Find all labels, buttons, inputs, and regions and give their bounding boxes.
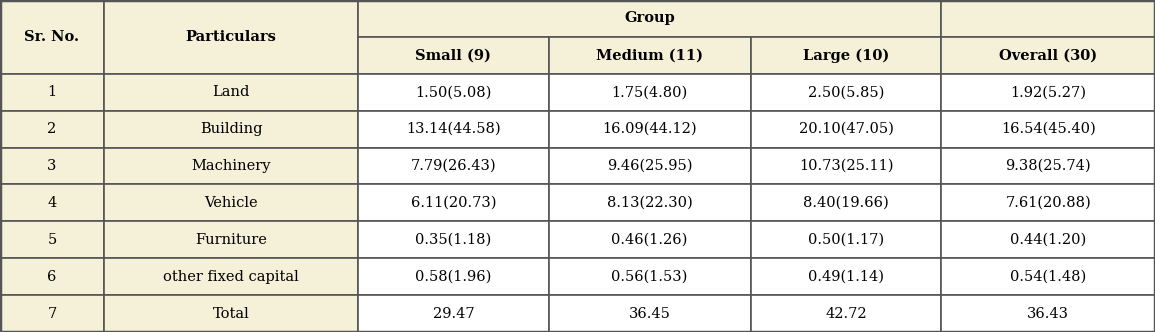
Bar (941, 111, 1155, 147)
Text: 0.58(1.96): 0.58(1.96) (415, 270, 492, 284)
Text: 16.09(44.12): 16.09(44.12) (603, 122, 696, 136)
Text: 1.92(5.27): 1.92(5.27) (1011, 85, 1086, 99)
Text: 7: 7 (47, 306, 57, 321)
Bar (751, 258, 941, 295)
Text: Overall (30): Overall (30) (999, 48, 1097, 62)
Text: 1: 1 (47, 85, 57, 99)
Text: 0.54(1.48): 0.54(1.48) (1009, 270, 1087, 284)
Bar (0, 147, 104, 185)
Text: 6: 6 (47, 270, 57, 284)
Bar (0, 0, 104, 74)
Text: 9.46(25.95): 9.46(25.95) (606, 159, 693, 173)
Text: Group: Group (625, 11, 675, 26)
Text: Vehicle: Vehicle (204, 196, 258, 210)
Text: 20.10(47.05): 20.10(47.05) (798, 122, 894, 136)
Bar (549, 74, 751, 111)
Text: 1.50(5.08): 1.50(5.08) (415, 85, 492, 99)
Bar (941, 185, 1155, 221)
Bar (941, 258, 1155, 295)
Text: Building: Building (200, 122, 262, 136)
Bar (0, 74, 104, 111)
Bar (751, 147, 941, 185)
Bar (358, 37, 549, 74)
Bar (549, 37, 751, 74)
Text: 7.61(20.88): 7.61(20.88) (1005, 196, 1091, 210)
Bar (0, 258, 104, 295)
Bar (358, 74, 549, 111)
Bar (549, 111, 751, 147)
Text: 0.49(1.14): 0.49(1.14) (808, 270, 884, 284)
Text: Machinery: Machinery (192, 159, 270, 173)
Text: Total: Total (213, 306, 249, 321)
Text: 9.38(25.74): 9.38(25.74) (1005, 159, 1091, 173)
Text: Medium (11): Medium (11) (596, 48, 703, 62)
Bar (751, 221, 941, 258)
Text: 13.14(44.58): 13.14(44.58) (407, 122, 500, 136)
Bar (549, 147, 751, 185)
Text: 0.56(1.53): 0.56(1.53) (611, 270, 688, 284)
Bar (941, 221, 1155, 258)
Text: 6.11(20.73): 6.11(20.73) (410, 196, 497, 210)
Bar (358, 221, 549, 258)
Text: 1.75(4.80): 1.75(4.80) (611, 85, 688, 99)
Text: 10.73(25.11): 10.73(25.11) (799, 159, 893, 173)
Text: 29.47: 29.47 (432, 306, 475, 321)
Bar (549, 185, 751, 221)
Bar (941, 37, 1155, 74)
Text: 0.35(1.18): 0.35(1.18) (415, 233, 492, 247)
Bar (104, 221, 358, 258)
Bar (358, 0, 941, 37)
Text: 0.46(1.26): 0.46(1.26) (611, 233, 688, 247)
Bar (751, 37, 941, 74)
Text: 8.40(19.66): 8.40(19.66) (803, 196, 889, 210)
Text: 16.54(45.40): 16.54(45.40) (1000, 122, 1096, 136)
Bar (751, 295, 941, 332)
Bar (751, 111, 941, 147)
Bar (941, 74, 1155, 111)
Text: 7.79(26.43): 7.79(26.43) (410, 159, 497, 173)
Bar (0, 221, 104, 258)
Text: 8.13(22.30): 8.13(22.30) (606, 196, 693, 210)
Bar (0, 295, 104, 332)
Bar (358, 295, 549, 332)
Text: 0.44(1.20): 0.44(1.20) (1009, 233, 1087, 247)
Text: 2: 2 (47, 122, 57, 136)
Bar (358, 147, 549, 185)
Bar (104, 295, 358, 332)
Bar (0, 185, 104, 221)
Text: 3: 3 (47, 159, 57, 173)
Bar (104, 111, 358, 147)
Bar (0, 111, 104, 147)
Bar (549, 221, 751, 258)
Bar (941, 0, 1155, 37)
Bar (358, 111, 549, 147)
Text: 2.50(5.85): 2.50(5.85) (807, 85, 885, 99)
Text: 5: 5 (47, 233, 57, 247)
Bar (549, 258, 751, 295)
Text: Large (10): Large (10) (803, 48, 889, 62)
Bar (104, 185, 358, 221)
Text: 0.50(1.17): 0.50(1.17) (808, 233, 884, 247)
Text: 4: 4 (47, 196, 57, 210)
Text: Small (9): Small (9) (416, 48, 491, 62)
Text: other fixed capital: other fixed capital (163, 270, 299, 284)
Text: Particulars: Particulars (186, 30, 276, 44)
Bar (941, 147, 1155, 185)
Text: Land: Land (213, 85, 249, 99)
Bar (358, 185, 549, 221)
Bar (941, 295, 1155, 332)
Text: Sr. No.: Sr. No. (24, 30, 80, 44)
Bar (104, 74, 358, 111)
Bar (104, 258, 358, 295)
Bar (549, 295, 751, 332)
Bar (358, 258, 549, 295)
Text: 36.45: 36.45 (628, 306, 671, 321)
Bar (104, 147, 358, 185)
Bar (751, 74, 941, 111)
Text: Furniture: Furniture (195, 233, 267, 247)
Bar (751, 185, 941, 221)
Bar (104, 0, 358, 74)
Text: 42.72: 42.72 (825, 306, 867, 321)
Text: 36.43: 36.43 (1027, 306, 1070, 321)
